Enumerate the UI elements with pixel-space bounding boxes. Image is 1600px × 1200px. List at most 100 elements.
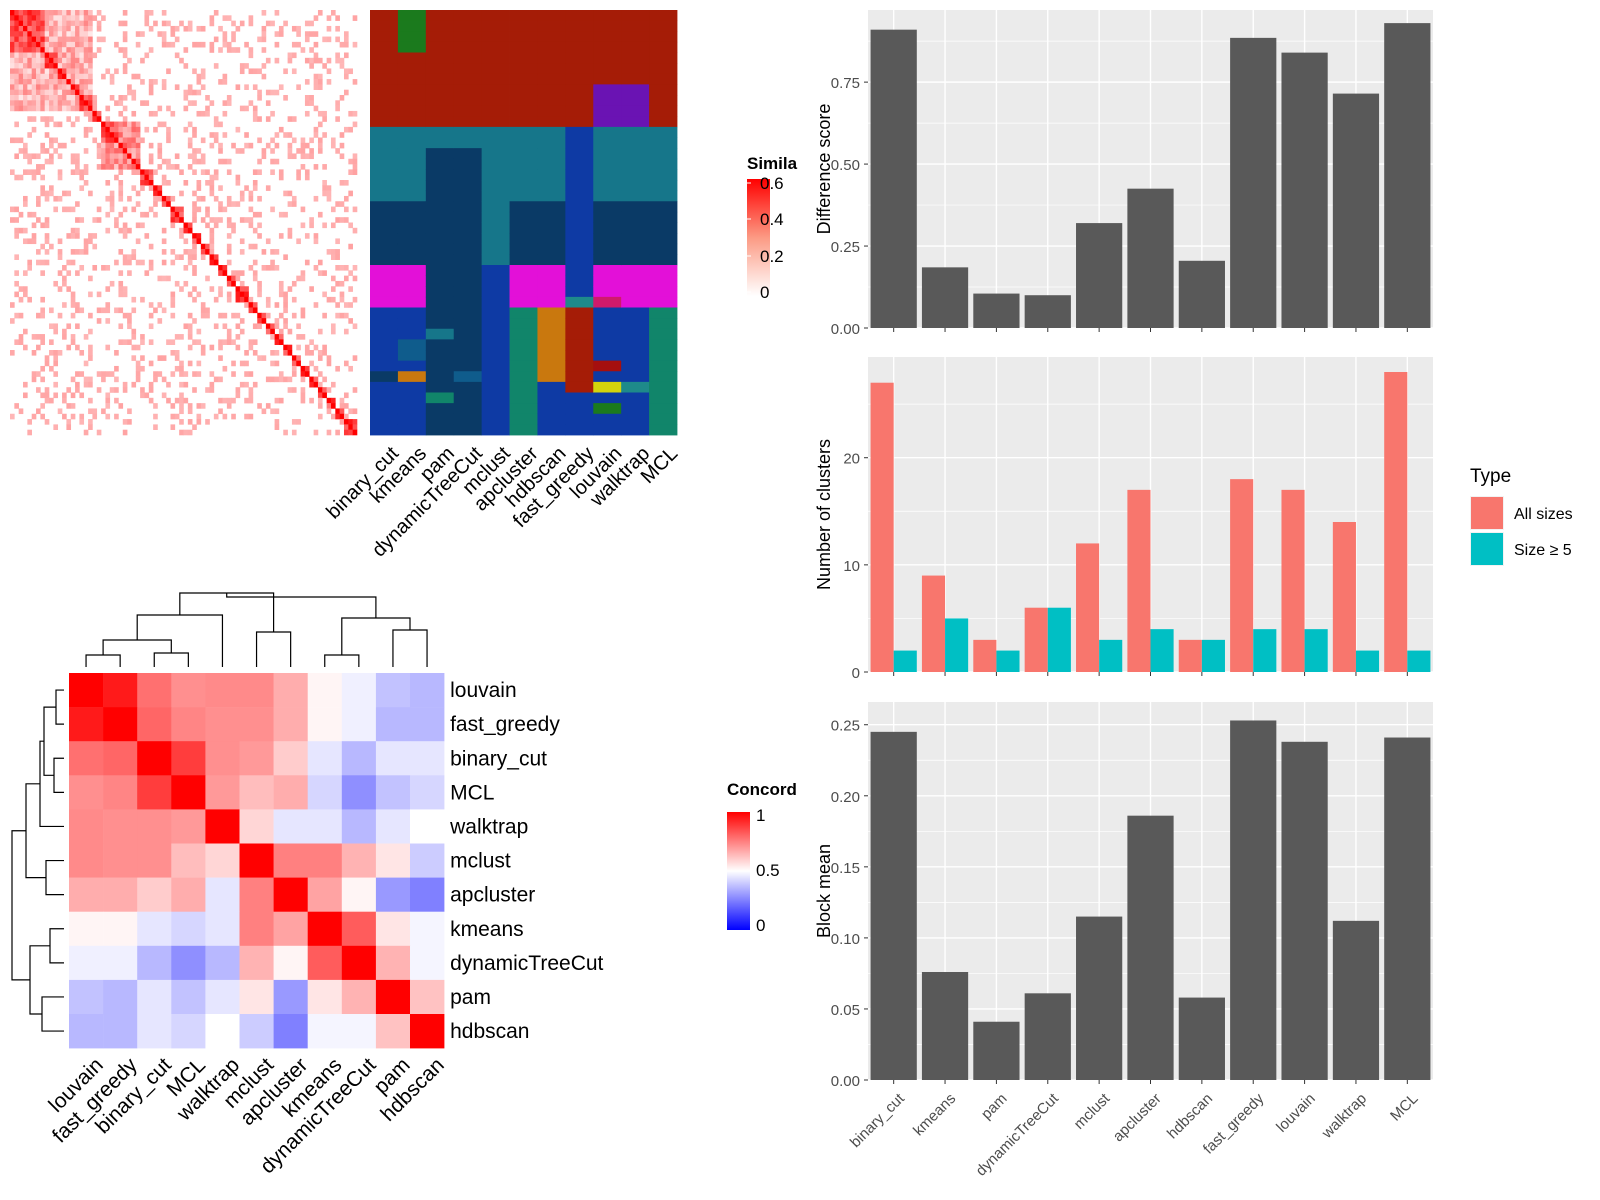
concordance-cell — [239, 775, 274, 810]
similarity-cell — [57, 25, 63, 32]
similarity-cell — [339, 419, 345, 425]
membership-cell — [621, 381, 650, 393]
similarity-cell — [23, 95, 28, 101]
similarity-cell — [235, 201, 241, 207]
similarity-cell — [148, 158, 154, 165]
similarity-cell — [118, 211, 124, 218]
similarity-cell — [248, 392, 254, 399]
similarity-cell — [66, 116, 72, 122]
similarity-cell — [300, 153, 306, 160]
similarity-cell — [118, 270, 124, 276]
membership-cell — [537, 158, 566, 170]
similarity-cell — [209, 249, 215, 255]
similarity-cell — [235, 25, 241, 32]
similarity-cell — [49, 79, 54, 85]
similarity-cell — [109, 195, 115, 202]
similarity-cell — [114, 365, 119, 372]
similarity-cell — [135, 41, 141, 48]
similarity-cell — [88, 95, 93, 101]
similarity-cell — [213, 116, 219, 122]
similarity-cell — [57, 41, 63, 48]
similarity-cell — [23, 392, 28, 399]
membership-cell — [593, 307, 622, 319]
similarity-cell — [70, 20, 76, 27]
concordance-cell — [341, 809, 377, 844]
similarity-cell — [131, 121, 137, 128]
similarity-cell — [66, 387, 72, 393]
similarity-cell — [192, 148, 197, 154]
similarity-cell — [135, 222, 141, 229]
membership-cell — [649, 126, 678, 138]
similarity-cell — [131, 164, 137, 170]
similarity-cell — [153, 376, 158, 383]
membership-cell — [370, 328, 399, 340]
similarity-cell — [196, 73, 202, 80]
similarity-cell — [183, 227, 189, 234]
similarity-cell — [326, 185, 332, 191]
similarity-cell — [252, 270, 258, 276]
similarity-cell — [44, 10, 50, 16]
similarity-cell — [166, 275, 171, 282]
similarity-cell — [14, 89, 19, 96]
membership-cell — [370, 243, 399, 255]
membership-cell — [453, 20, 483, 32]
similarity-cell — [10, 73, 15, 80]
similarity-cell — [83, 89, 89, 96]
membership-cell — [621, 392, 650, 404]
similarity-cell — [57, 63, 63, 69]
membership-cell — [370, 84, 399, 96]
concordance-cell — [171, 945, 206, 981]
similarity-cell — [18, 227, 24, 234]
similarity-cell — [75, 217, 80, 223]
similarity-cell — [92, 137, 98, 144]
similarity-cell — [70, 249, 76, 255]
x-tick-label: MCL — [1387, 1090, 1421, 1124]
similarity-cell — [140, 174, 145, 181]
y-tick-label: 0.00 — [831, 321, 860, 338]
concordance-dendrogram — [11, 592, 428, 1032]
similarity-cell — [31, 105, 37, 112]
membership-cell — [397, 254, 427, 266]
similarity-cell — [66, 403, 72, 409]
similarity-cell — [135, 190, 141, 197]
similarity-legend-tick-label: 0 — [760, 283, 769, 302]
similarity-cell — [179, 397, 184, 404]
similarity-cell — [70, 259, 76, 266]
membership-cell — [370, 73, 399, 85]
similarity-cell — [300, 275, 306, 282]
similarity-cell — [75, 153, 80, 160]
similarity-cell — [53, 137, 59, 144]
membership-cell — [565, 95, 594, 107]
similarity-cell — [187, 137, 193, 144]
membership-cell — [565, 318, 594, 330]
similarity-cell — [92, 408, 98, 415]
similarity-cell — [192, 296, 197, 303]
similarity-cell — [343, 89, 349, 96]
similarity-cell — [122, 20, 128, 27]
membership-cell — [565, 339, 594, 351]
similarity-cell — [79, 249, 85, 255]
similarity-cell — [127, 195, 132, 202]
membership-cell — [397, 371, 427, 383]
membership-cell — [481, 31, 510, 43]
similarity-cell — [101, 121, 106, 128]
similarity-cell — [127, 227, 132, 234]
y-tick-label: 0 — [852, 665, 860, 682]
similarity-cell — [88, 84, 93, 90]
membership-cell — [537, 275, 566, 287]
similarity-cell — [222, 397, 228, 404]
similarity-cell — [296, 275, 301, 282]
similarity-cell — [44, 41, 50, 48]
similarity-cell — [304, 36, 310, 43]
similarity-cell — [36, 20, 41, 27]
similarity-cell — [235, 148, 241, 154]
similarity-cell — [79, 350, 85, 356]
similarity-cell — [49, 190, 54, 197]
similarity-cell — [109, 126, 115, 133]
similarity-cell — [83, 180, 89, 186]
similarity-cell — [135, 365, 141, 372]
similarity-cell — [309, 153, 314, 160]
similarity-cell — [153, 424, 158, 430]
dendrogram-link — [85, 654, 121, 667]
similarity-cell — [248, 243, 254, 250]
